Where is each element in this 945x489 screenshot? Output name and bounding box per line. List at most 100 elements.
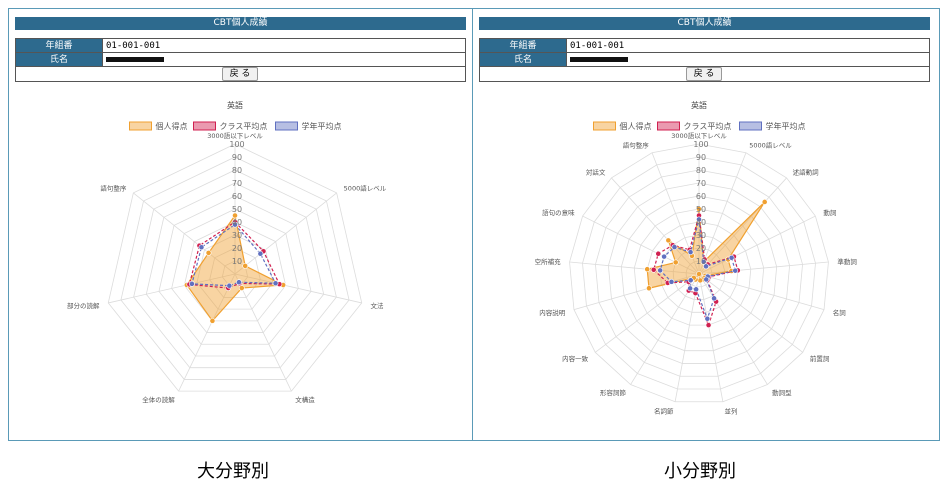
caption-minor: 小分野別 (664, 461, 736, 482)
data-point (232, 212, 238, 219)
info-row-name: 氏名 (15, 52, 466, 67)
data-point (711, 295, 717, 302)
name-value-redacted (102, 52, 466, 67)
class-number-label: 年組番 (15, 38, 103, 53)
legend-label: 個人得点 (156, 121, 188, 131)
tick-label: 60 (696, 192, 706, 201)
tick-label: 10 (232, 257, 242, 266)
grid-ring (607, 182, 791, 364)
chart-title: 英語 (227, 100, 243, 110)
category-label: 語句の意味 (542, 208, 575, 217)
back-button[interactable]: 戻 る (222, 67, 258, 81)
back-button[interactable]: 戻 る (686, 67, 722, 81)
data-point (226, 282, 233, 289)
data-point (257, 250, 264, 257)
series-area (186, 214, 286, 322)
category-label: 内容説明 (539, 308, 566, 317)
grid-spoke (234, 192, 337, 275)
data-point (693, 286, 700, 293)
legend-label: クラス平均点 (684, 121, 732, 131)
data-point (705, 322, 712, 329)
legend-label: 学年平均点 (302, 121, 342, 131)
grid-ring (145, 182, 325, 357)
student-info-table: 年組番 01-001-001 氏名 (15, 38, 466, 67)
grid-spoke (133, 192, 236, 275)
data-point (668, 278, 675, 285)
series-area (188, 221, 281, 289)
name-value-redacted (566, 52, 930, 67)
grid-ring (569, 143, 829, 403)
tick-label: 40 (696, 218, 706, 227)
category-label: 全体の読解 (142, 395, 175, 404)
data-point (236, 279, 242, 286)
class-number-value: 01-001-001 (102, 38, 466, 53)
grid-spoke (698, 273, 825, 310)
series-2 (189, 221, 279, 289)
category-label: 前置詞 (810, 354, 830, 363)
back-row: 戻 る (479, 66, 930, 82)
class-number-label: 年組番 (479, 38, 567, 53)
grid-ring (595, 169, 803, 377)
data-point (672, 259, 679, 266)
data-point (703, 276, 710, 283)
tick-label: 10 (696, 257, 706, 266)
data-point (242, 262, 249, 269)
data-point (696, 206, 702, 212)
data-point (687, 285, 694, 292)
grid-ring (685, 260, 713, 288)
data-point (189, 280, 195, 287)
category-label: 動詞 (823, 208, 836, 217)
grid-ring (171, 208, 299, 333)
data-point (687, 249, 694, 256)
student-info-table: 年組番 01-001-001 氏名 (479, 38, 930, 67)
category-label: 部分の読解 (67, 301, 100, 310)
category-label: 5000語レベル (344, 183, 387, 192)
category-label: 文構造 (295, 395, 315, 404)
data-point (644, 266, 651, 273)
tick-label: 30 (696, 231, 706, 240)
legend-item: 学年平均点 (275, 121, 342, 131)
data-point (646, 285, 652, 292)
grid-spoke (234, 273, 292, 392)
data-point (687, 277, 694, 284)
category-label: 名詞 (833, 308, 846, 317)
legend-swatch (129, 121, 152, 131)
data-point (697, 277, 704, 284)
data-point (232, 221, 238, 228)
legend-swatch (193, 121, 216, 131)
grid-spoke (698, 273, 803, 353)
category-label: 語句整序 (100, 183, 127, 192)
data-point (655, 250, 662, 257)
tick-label: 90 (696, 153, 706, 162)
report-frame: CBT個人成績 年組番 01-001-001 氏名 戻 る 英語 個人得点 クラス平… (8, 8, 940, 441)
data-point (272, 280, 279, 287)
data-point (703, 263, 709, 270)
grid-ring (582, 156, 816, 390)
data-point (657, 267, 664, 274)
data-point (696, 271, 702, 277)
category-label: 述語動詞 (793, 167, 819, 176)
category-label: 文法 (371, 301, 385, 310)
redaction-bar (570, 56, 628, 62)
tick-label: 50 (232, 205, 242, 214)
legend-swatch (657, 121, 680, 131)
radar-grid (107, 143, 363, 392)
grid-spoke (582, 215, 700, 275)
panel-major-category: CBT個人成績 年組番 01-001-001 氏名 戻 る 英語 個人得点 クラス平… (9, 9, 472, 440)
grid-ring (158, 195, 312, 345)
grid-ring (133, 169, 337, 369)
back-row: 戻 る (15, 66, 466, 82)
tick-label: 70 (696, 179, 706, 188)
grid-spoke (573, 273, 700, 310)
tick-label: 50 (696, 205, 706, 214)
tick-label: 30 (232, 231, 242, 240)
panel-minor-category: CBT個人成績 年組番 01-001-001 氏名 戻 る 英語 個人得点 クラス平… (473, 9, 936, 440)
legend-item: クラス平均点 (657, 121, 732, 131)
category-label: 形容詞節 (600, 388, 627, 397)
tick-label: 80 (696, 166, 706, 175)
grid-spoke (178, 273, 236, 392)
legend-swatch (275, 121, 298, 131)
category-label: 並列 (725, 407, 738, 416)
grid-spoke (234, 273, 362, 304)
